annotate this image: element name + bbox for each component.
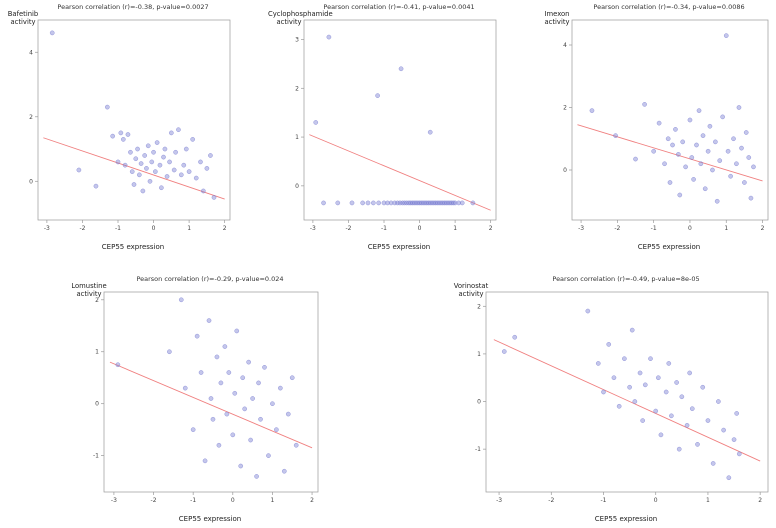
svg-text:2: 2 (758, 497, 762, 504)
svg-text:0: 0 (654, 497, 658, 504)
svg-text:4: 4 (29, 49, 33, 56)
svg-text:-2: -2 (548, 497, 554, 504)
scatter-plot-imexon: -3 -2 -1 0 1 2 0 2 4 (563, 19, 769, 232)
svg-text:2: 2 (563, 105, 567, 112)
svg-text:0: 0 (152, 225, 156, 232)
svg-text:2: 2 (489, 225, 493, 232)
svg-text:0: 0 (95, 401, 99, 408)
panel-cyclophosphamide: Pearson correlation (r)=-0.41, p-value=0… (268, 2, 502, 252)
svg-text:-1: -1 (115, 225, 121, 232)
svg-text:-1: -1 (475, 446, 481, 453)
svg-text:0: 0 (563, 167, 567, 174)
svg-text:1: 1 (271, 497, 275, 504)
svg-text:0: 0 (231, 497, 235, 504)
svg-text:-1: -1 (381, 225, 387, 232)
y-axis-label: Imexon activity (544, 10, 570, 26)
svg-text:2: 2 (223, 225, 227, 232)
svg-text:-1: -1 (93, 453, 99, 460)
svg-text:1: 1 (95, 349, 99, 356)
scatter-plot-lomustine: -3 -2 -1 0 1 2 -1 0 1 2 (93, 291, 319, 504)
scatter-plot-cyclophosphamide: -3 -2 -1 0 1 2 0 1 2 3 (295, 19, 497, 232)
svg-text:-1: -1 (601, 497, 607, 504)
svg-text:-3: -3 (496, 497, 502, 504)
svg-text:2: 2 (95, 297, 99, 304)
svg-text:-3: -3 (310, 225, 316, 232)
svg-text:0: 0 (418, 225, 422, 232)
svg-text:2: 2 (310, 497, 314, 504)
svg-text:1: 1 (187, 225, 191, 232)
x-axis-label: CEP55 expression (594, 515, 658, 523)
svg-text:1: 1 (453, 225, 457, 232)
svg-text:-2: -2 (151, 497, 157, 504)
x-axis-label: CEP55 expression (178, 515, 242, 523)
svg-text:-2: -2 (614, 225, 620, 232)
y-axis-label: Lomustine activity (71, 282, 107, 298)
y-axis-label: Cyclophosphamide activity (268, 10, 333, 26)
svg-text:1: 1 (477, 351, 481, 358)
svg-text:1: 1 (706, 497, 710, 504)
svg-text:-1: -1 (190, 497, 196, 504)
panel-title: Pearson correlation (r)=-0.41, p-value=0… (323, 3, 475, 11)
svg-text:2: 2 (295, 85, 299, 92)
svg-text:0: 0 (295, 183, 299, 190)
scatter-plot-bafetinib: -3 -2 -1 0 1 2 0 2 4 (29, 19, 231, 232)
svg-text:1: 1 (295, 134, 299, 141)
x-axis-label: CEP55 expression (367, 243, 431, 251)
panel-vorinostat: Pearson correlation (r)=-0.49, p-value=8… (450, 274, 774, 524)
svg-text:2: 2 (477, 303, 481, 310)
svg-text:-2: -2 (79, 225, 85, 232)
panel-lomustine: Pearson correlation (r)=-0.29, p-value=0… (68, 274, 324, 524)
svg-text:0: 0 (29, 178, 33, 185)
svg-text:0: 0 (477, 399, 481, 406)
panel-title: Pearson correlation (r)=-0.49, p-value=8… (552, 275, 700, 283)
panel-imexon: Pearson correlation (r)=-0.34, p-value=0… (536, 2, 774, 252)
panel-title: Pearson correlation (r)=-0.29, p-value=0… (136, 275, 284, 283)
svg-text:2: 2 (29, 114, 33, 121)
svg-text:-1: -1 (651, 225, 657, 232)
svg-text:0: 0 (688, 225, 692, 232)
svg-text:-2: -2 (345, 225, 351, 232)
svg-text:-3: -3 (578, 225, 584, 232)
panel-title: Pearson correlation (r)=-0.38, p-value=0… (57, 3, 209, 11)
svg-text:4: 4 (563, 42, 567, 49)
svg-text:3: 3 (295, 37, 299, 44)
x-axis-label: CEP55 expression (101, 243, 165, 251)
y-axis-label: Vorinostat activity (453, 282, 489, 298)
svg-text:1: 1 (724, 225, 728, 232)
svg-text:2: 2 (761, 225, 765, 232)
x-axis-label: CEP55 expression (637, 243, 701, 251)
svg-text:-3: -3 (111, 497, 117, 504)
y-axis-label: Bafetinib activity (7, 10, 39, 26)
scatter-plot-vorinostat: -3 -2 -1 0 1 2 -1 0 1 2 (475, 291, 769, 504)
panel-bafetinib: Pearson correlation (r)=-0.38, p-value=0… (2, 2, 236, 252)
panel-title: Pearson correlation (r)=-0.34, p-value=0… (593, 3, 745, 11)
svg-text:-3: -3 (44, 225, 50, 232)
